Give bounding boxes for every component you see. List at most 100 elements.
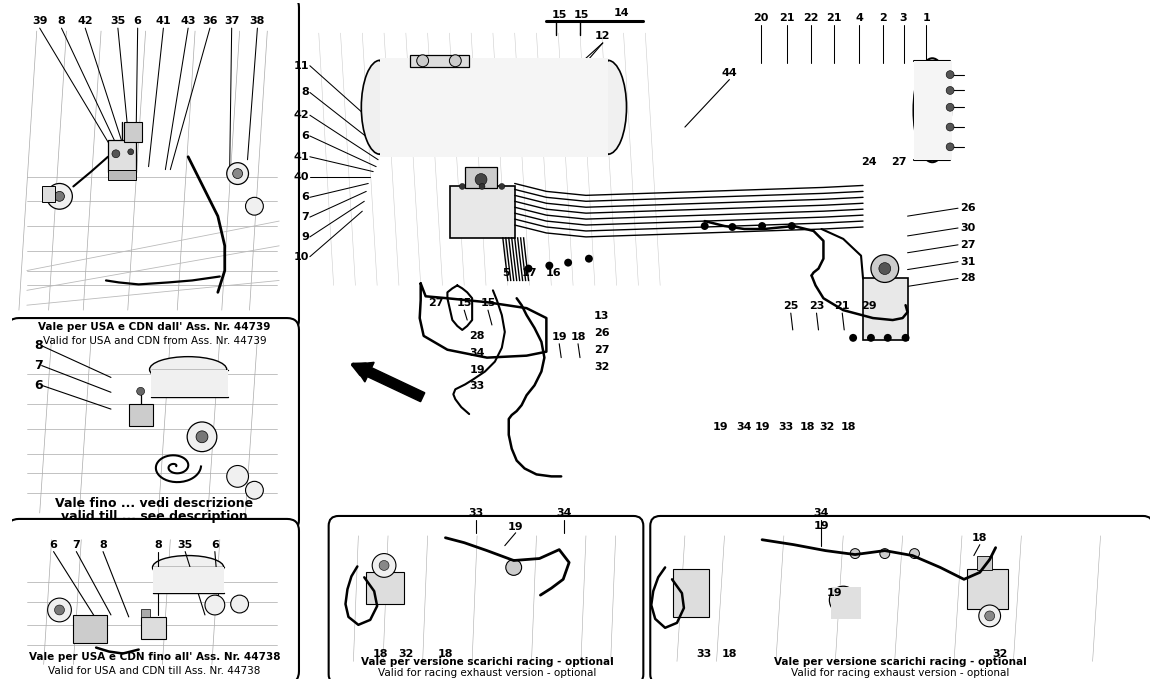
Circle shape	[946, 123, 954, 131]
Ellipse shape	[150, 357, 227, 382]
Text: 6: 6	[301, 193, 309, 202]
Circle shape	[837, 594, 849, 606]
Text: 8: 8	[33, 339, 43, 352]
Text: 5: 5	[503, 268, 509, 277]
Circle shape	[829, 586, 857, 614]
Circle shape	[450, 55, 461, 67]
Circle shape	[47, 184, 72, 209]
Circle shape	[506, 559, 522, 575]
Text: 44: 44	[721, 68, 737, 78]
Circle shape	[867, 334, 875, 342]
Text: 19: 19	[551, 332, 567, 342]
Circle shape	[545, 262, 553, 270]
Text: 22: 22	[803, 13, 819, 23]
Text: 33: 33	[779, 422, 794, 432]
Circle shape	[910, 548, 920, 559]
Text: 24: 24	[861, 156, 876, 167]
Circle shape	[788, 222, 796, 230]
Text: 15: 15	[574, 10, 589, 20]
Circle shape	[700, 222, 708, 230]
Text: Valid for racing exhaust version - optional: Valid for racing exhaust version - optio…	[378, 668, 596, 678]
Circle shape	[880, 548, 890, 559]
Circle shape	[187, 422, 217, 451]
Circle shape	[196, 431, 208, 443]
Circle shape	[499, 184, 505, 189]
Circle shape	[227, 466, 248, 487]
Bar	[466, 167, 497, 189]
Bar	[673, 570, 708, 617]
Text: 7: 7	[301, 212, 309, 222]
Text: 41: 41	[293, 152, 309, 162]
Circle shape	[232, 169, 243, 178]
Text: 34: 34	[736, 422, 752, 432]
Text: Valid for USA and CDN till Ass. Nr. 44738: Valid for USA and CDN till Ass. Nr. 4473…	[48, 667, 261, 676]
Text: 43: 43	[181, 16, 196, 26]
Text: 25: 25	[783, 301, 798, 311]
Text: 42: 42	[293, 110, 309, 120]
Text: 20: 20	[753, 13, 769, 23]
Circle shape	[871, 255, 898, 283]
Bar	[129, 404, 153, 426]
Bar	[451, 186, 515, 238]
Circle shape	[849, 334, 857, 342]
Text: 7: 7	[72, 540, 81, 550]
Bar	[108, 140, 136, 171]
Circle shape	[758, 222, 766, 230]
Text: 10: 10	[293, 252, 309, 262]
Text: 6: 6	[49, 540, 58, 550]
Circle shape	[373, 554, 396, 577]
Text: 40: 40	[293, 171, 309, 182]
Text: 3: 3	[899, 13, 907, 23]
Circle shape	[946, 143, 954, 151]
Bar	[140, 617, 167, 639]
Circle shape	[902, 334, 910, 342]
Bar	[914, 61, 952, 160]
Circle shape	[54, 191, 64, 201]
Text: 19: 19	[814, 521, 829, 531]
Text: 21: 21	[835, 301, 850, 311]
Text: 8: 8	[58, 16, 66, 26]
Text: 32: 32	[820, 422, 835, 432]
Circle shape	[565, 259, 572, 266]
Circle shape	[850, 548, 860, 559]
FancyBboxPatch shape	[7, 0, 299, 332]
Text: Vale per USA e CDN fino all' Ass. Nr. 44738: Vale per USA e CDN fino all' Ass. Nr. 44…	[29, 652, 281, 663]
Text: 6: 6	[133, 16, 141, 26]
Circle shape	[128, 149, 133, 155]
Text: 23: 23	[808, 301, 825, 311]
Bar	[831, 587, 861, 619]
Circle shape	[112, 150, 120, 158]
Text: Vale per USA e CDN dall' Ass. Nr. 44739: Vale per USA e CDN dall' Ass. Nr. 44739	[38, 322, 270, 332]
Ellipse shape	[913, 58, 951, 162]
Bar	[140, 609, 150, 617]
Text: 33: 33	[469, 381, 485, 391]
Text: 32: 32	[398, 649, 414, 658]
Text: Valid for racing exhaust version - optional: Valid for racing exhaust version - optio…	[791, 668, 1010, 678]
Text: 18: 18	[972, 533, 988, 543]
FancyBboxPatch shape	[329, 516, 643, 683]
Circle shape	[585, 255, 593, 263]
Text: 34: 34	[557, 508, 572, 518]
Text: 35: 35	[177, 540, 193, 550]
Text: 18: 18	[373, 649, 388, 658]
Circle shape	[979, 605, 1000, 627]
Text: 15: 15	[457, 298, 471, 308]
Text: 1: 1	[922, 13, 930, 23]
Text: 6: 6	[301, 131, 309, 141]
Text: 18: 18	[438, 649, 453, 658]
Text: 19: 19	[713, 422, 728, 432]
Text: 26: 26	[593, 328, 610, 338]
Text: 19: 19	[508, 522, 523, 532]
Bar	[124, 122, 141, 142]
Text: 18: 18	[570, 332, 585, 342]
FancyBboxPatch shape	[7, 519, 299, 683]
Bar	[976, 555, 991, 570]
Text: 9: 9	[301, 232, 309, 242]
Text: 34: 34	[469, 348, 485, 358]
Text: 35: 35	[110, 16, 125, 26]
Text: 27: 27	[891, 156, 906, 167]
Circle shape	[946, 87, 954, 94]
Bar	[409, 55, 469, 67]
Text: 39: 39	[32, 16, 47, 26]
Circle shape	[227, 163, 248, 184]
